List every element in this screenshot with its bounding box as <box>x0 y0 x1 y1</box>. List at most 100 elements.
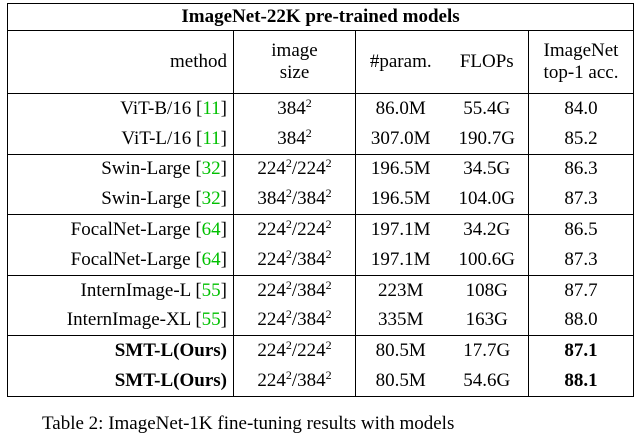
size-text: 224 <box>257 370 286 392</box>
size-exponent: 2 <box>285 186 292 201</box>
params-cell: 335M <box>378 309 424 331</box>
params-cell: 223M <box>355 274 446 306</box>
size-exponent: 2 <box>325 338 332 353</box>
data-row: FocalNet-Large [64] 2242/2242 197.1M 34.2G 8… <box>7 214 634 245</box>
size-cell: 2242/3842 <box>233 305 356 336</box>
method-cell: InternImage-XL [55] <box>7 305 234 336</box>
method-name: ] <box>220 219 227 241</box>
size-text: 384 <box>277 97 306 119</box>
acc-cell: 87.7 <box>528 274 634 306</box>
method-cell: ViT-B/16 [11] <box>7 93 234 124</box>
size-cell: 3842/3842 <box>233 184 356 215</box>
method-name: SMT-L(Ours) <box>114 370 227 392</box>
size-exponent: 2 <box>325 277 332 292</box>
citation: 11 <box>202 127 221 149</box>
flops-cell: 54.6G <box>445 366 529 397</box>
method-name: FocalNet-Large [ <box>70 219 202 241</box>
flops-cell: 34.2G <box>445 214 529 245</box>
header-text: size <box>279 62 310 83</box>
citation: 32 <box>201 188 221 210</box>
params-cell: 307.0M <box>370 127 431 149</box>
flops-cell: 108G <box>445 274 529 306</box>
method-name: ] <box>220 188 227 210</box>
header-cell: image size <box>233 30 356 94</box>
method-cell: Swin-Large [32] <box>7 153 234 185</box>
size-text: 384 <box>277 127 306 149</box>
acc-cell: 84.0 <box>528 93 634 124</box>
size-exponent: 2 <box>325 217 332 232</box>
size-text: 224 <box>257 158 286 180</box>
size-text: 224 <box>257 309 286 331</box>
flops-cell: 100.6G <box>445 244 529 276</box>
acc-cell: 87.3 <box>528 244 634 276</box>
flops-cell: 17.7G <box>445 335 529 367</box>
data-row: SMT-L(Ours) 2242/2242 80.5M 17.7G 87.1 <box>7 335 634 367</box>
size-cell: 2242/3842 <box>233 274 356 306</box>
size-text: /224 <box>291 340 326 362</box>
acc-cell: 88.0 <box>528 305 634 336</box>
citation: 55 <box>201 309 221 331</box>
size-text: /384 <box>291 279 326 301</box>
acc-cell: 86.3 <box>528 153 634 185</box>
acc-cell: 87.1 <box>528 335 634 367</box>
header-text: method <box>170 51 227 72</box>
method-name: SMT-L(Ours) <box>114 340 227 362</box>
size-text: /384 <box>291 188 326 210</box>
header-cell: #param. <box>355 30 446 94</box>
header-row: method image size #param. FLOPs ImageNet top-1… <box>7 30 634 94</box>
method-cell: SMT-L(Ours) <box>7 366 234 397</box>
size-exponent: 2 <box>285 246 292 261</box>
size-exponent: 2 <box>325 246 332 261</box>
method-name: ViT-B/16 [ <box>120 97 203 119</box>
acc-cell: 86.5 <box>528 214 634 245</box>
method-name: Swin-Large [ <box>101 158 202 180</box>
flops-cell: 34.5G <box>445 153 529 185</box>
size-text: 384 <box>257 188 286 210</box>
size-text: 224 <box>257 219 286 241</box>
citation: 32 <box>201 158 221 180</box>
data-row: FocalNet-Large [64] 2242/3842 197.1M 100.6G… <box>7 244 634 276</box>
size-text: /224 <box>291 219 326 241</box>
method-name: ] <box>220 127 227 149</box>
method-cell: FocalNet-Large [64] <box>7 244 234 276</box>
size-exponent: 2 <box>285 217 292 232</box>
size-exponent: 2 <box>325 186 332 201</box>
acc-cell: 85.2 <box>528 123 634 155</box>
size-text: /224 <box>291 158 326 180</box>
size-text: 224 <box>257 248 286 270</box>
title-row: ImageNet-22K pre-trained models <box>7 3 634 31</box>
flops-cell: 190.7G <box>445 123 529 155</box>
method-name: ] <box>220 158 227 180</box>
size-cell: 2242/2242 <box>233 335 356 367</box>
method-name: ] <box>220 97 227 119</box>
params-cell: 197.1M <box>370 248 431 270</box>
method-name: ] <box>220 309 227 331</box>
citation: 55 <box>201 279 221 301</box>
header-text: #param. <box>369 51 432 72</box>
method-name: InternImage-L [ <box>80 279 202 301</box>
size-cell: 2242/3842 <box>233 366 356 397</box>
header-text: ImageNet <box>543 40 619 61</box>
size-text: /384 <box>291 248 326 270</box>
method-cell: FocalNet-Large [64] <box>7 214 234 245</box>
size-cell: 3842 <box>233 123 356 155</box>
method-name: Swin-Large [ <box>101 188 202 210</box>
size-exponent: 2 <box>285 156 292 171</box>
size-exponent: 2 <box>285 277 292 292</box>
method-name: FocalNet-Large [ <box>70 248 202 270</box>
size-exponent: 2 <box>325 368 332 383</box>
data-row: ViT-B/16 [11] 3842 86.0M 55.4G 84.0 <box>7 93 634 124</box>
method-cell: InternImage-L [55] <box>7 274 234 306</box>
method-cell: ViT-L/16 [11] <box>7 123 234 155</box>
method-name: ViT-L/16 [ <box>121 127 203 149</box>
table-title: ImageNet-22K pre-trained models <box>7 3 634 31</box>
size-cell: 2242/2242 <box>233 153 356 185</box>
params-cell: 80.5M <box>355 366 446 397</box>
acc-cell: 88.1 <box>528 366 634 397</box>
size-cell: 2242/2242 <box>233 214 356 245</box>
size-exponent: 2 <box>325 156 332 171</box>
size-text: /384 <box>291 370 326 392</box>
data-row: InternImage-L [55] 2242/3842 223M 108G 87.7 <box>7 274 634 306</box>
size-cell: 2242/3842 <box>233 244 356 276</box>
